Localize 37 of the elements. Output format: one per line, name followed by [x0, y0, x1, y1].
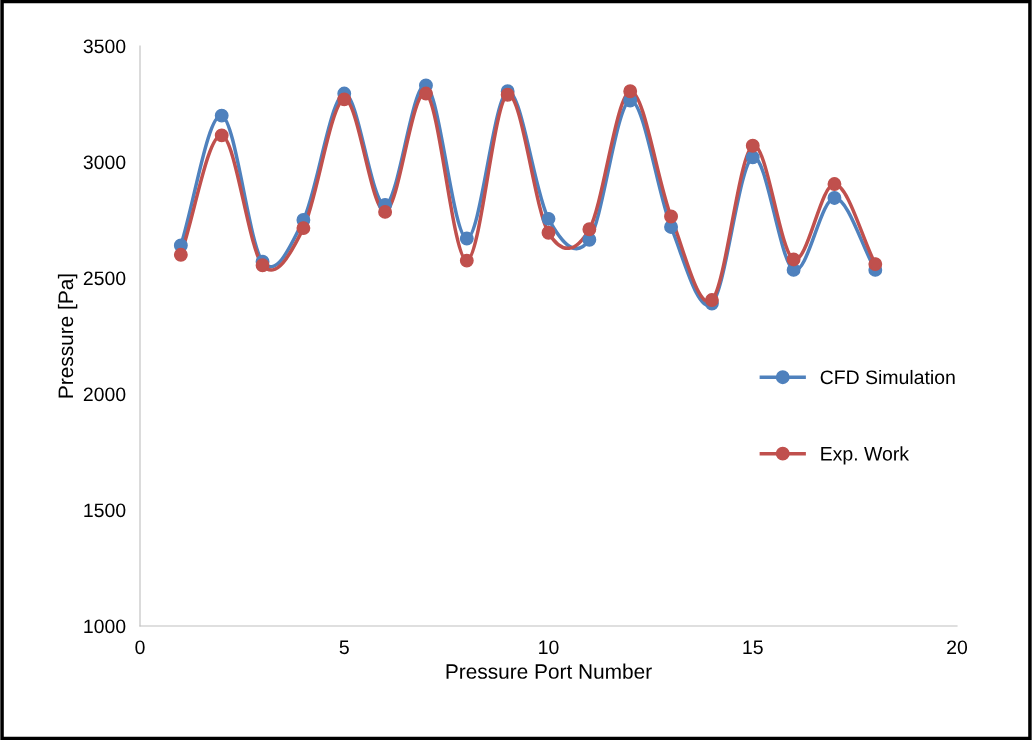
- y-tick-label: 2000: [83, 387, 126, 402]
- y-tick-label: 3500: [83, 39, 126, 54]
- point: [582, 222, 597, 237]
- point: [459, 253, 474, 268]
- point: [664, 209, 678, 224]
- point: [459, 231, 474, 246]
- point: [704, 293, 719, 307]
- point: [623, 84, 638, 99]
- point: [255, 258, 270, 273]
- x-tick-label: 10: [539, 640, 559, 655]
- point: [868, 257, 883, 272]
- point: [173, 247, 188, 262]
- point: [745, 138, 760, 153]
- point: [541, 225, 556, 240]
- point: [214, 108, 229, 123]
- point: [378, 204, 393, 219]
- point: [745, 150, 760, 165]
- y-tick-label: 2500: [83, 271, 126, 286]
- x-tick-label: 15: [743, 640, 763, 655]
- x-tick-label: 0: [135, 640, 145, 655]
- point: [214, 128, 229, 143]
- point: [827, 177, 842, 191]
- y-tick-label: 3000: [83, 155, 126, 170]
- legend-label: Exp. Work: [821, 446, 910, 465]
- x-axis-title: Pressure Port Number: [446, 663, 652, 679]
- x-tick-label: 5: [339, 640, 349, 655]
- y-axis-title: Pressure [Pa]: [57, 274, 78, 398]
- point: [337, 92, 352, 107]
- legend-label: CFD Simulation: [820, 369, 955, 385]
- point: [786, 252, 801, 267]
- y-tick-label: 1000: [84, 619, 126, 634]
- point: [541, 211, 556, 226]
- point: [419, 86, 433, 101]
- y-tick-label: 1500: [84, 503, 126, 518]
- point: [827, 191, 842, 205]
- point: [296, 221, 311, 236]
- x-tick-label: 20: [947, 640, 968, 655]
